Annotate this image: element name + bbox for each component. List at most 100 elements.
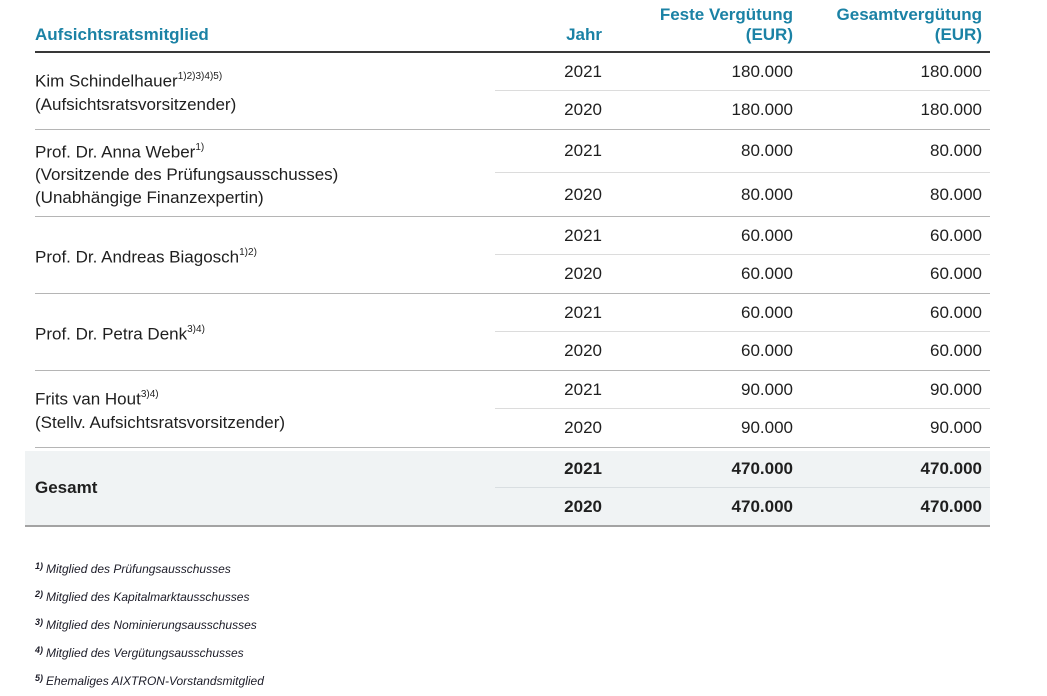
fixed-compensation-cell: 60.000	[741, 341, 793, 360]
compensation-table: Aufsichtsratsmitglied Jahr Feste Vergütu…	[25, 5, 990, 527]
table-row: 2021 60.000 60.000	[495, 217, 990, 255]
member-label: Kim Schindelhauer1)2)3)4)5) (Aufsichtsra…	[35, 53, 495, 129]
year-cell: 2021	[564, 225, 602, 245]
fixed-compensation-cell: 180.000	[731, 61, 793, 81]
member-year-rows: 2021 60.000 60.000 2020 60.000 60.000	[495, 294, 990, 370]
footnote-marker: 1)	[35, 561, 44, 571]
total-compensation-cell: 180.000	[920, 61, 982, 81]
member-footnote-marks: 1)2)3)4)5)	[177, 71, 223, 83]
member-name-text: Prof. Dr. Andreas Biagosch	[35, 247, 240, 267]
total-compensation-cell: 80.000	[930, 141, 982, 160]
year-cell: 2021	[564, 379, 602, 399]
member-year-rows: 2021 80.000 80.000 2020 80.000 80.000	[495, 130, 990, 216]
footnote-marker: 5)	[35, 673, 44, 683]
table-row: 2021 80.000 80.000	[495, 130, 990, 173]
total-compensation-cell: 180.000	[920, 100, 982, 119]
fixed-compensation-cell: 470.000	[731, 459, 793, 478]
total-compensation-cell: 90.000	[930, 418, 982, 437]
total-label: Gesamt	[35, 478, 98, 497]
member-footnote-marks: 3)4)	[140, 389, 159, 401]
fixed-compensation-cell: 60.000	[741, 264, 793, 283]
table-row: 2021 60.000 60.000	[495, 294, 990, 332]
member-name: Prof. Dr. Andreas Biagosch1)2)	[35, 242, 495, 269]
footnote-text: Mitglied des Kapitalmarktausschusses	[46, 590, 250, 604]
fixed-compensation-cell: 90.000	[741, 418, 793, 437]
footnote-text: Mitglied des Nominierungsausschusses	[46, 618, 257, 632]
footnote: 3) Mitglied des Nominierungsausschusses	[35, 612, 1047, 640]
member-role: (Stellv. Aufsichtsratsvorsitzender)	[35, 412, 286, 432]
column-header-year: Jahr	[566, 25, 602, 44]
member-footnote-marks: 1)2)	[239, 246, 257, 258]
member-group-biagosch: Prof. Dr. Andreas Biagosch1)2) 2021 60.0…	[35, 217, 990, 294]
column-header-total-compensation: Gesamtvergütung (EUR)	[793, 5, 990, 45]
fixed-compensation-cell: 470.000	[731, 496, 793, 516]
footnote: 5) Ehemaliges AIXTRON-Vorstandsmitglied	[35, 668, 1047, 696]
member-name: Kim Schindelhauer1)2)3)4)5)	[35, 66, 495, 93]
total-compensation-cell: 90.000	[930, 379, 982, 399]
year-cell: 2020	[564, 496, 602, 516]
year-cell: 2020	[564, 100, 602, 119]
member-role: (Aufsichtsratsvorsitzender)	[35, 94, 237, 114]
table-row: 2020 180.000 180.000	[495, 91, 990, 129]
footnotes: 1) Mitglied des Prüfungsausschusses 2) Mit…	[35, 556, 1047, 696]
member-year-rows: 2021 90.000 90.000 2020 90.000 90.000	[495, 371, 990, 447]
year-cell: 2021	[564, 141, 602, 160]
year-cell: 2021	[564, 61, 602, 81]
member-role: (Vorsitzende des Prüfungsausschusses)	[35, 165, 339, 185]
member-name: Frits van Hout3)4)	[35, 384, 495, 411]
member-name-text: Prof. Dr. Anna Weber	[35, 142, 196, 162]
column-header-total-line1: Gesamtvergütung	[836, 5, 982, 24]
total-year-rows: 2021 470.000 470.000 2020 470.000 470.00…	[495, 451, 990, 525]
footnote: 1) Mitglied des Prüfungsausschusses	[35, 556, 1047, 584]
column-header-total-line2: (EUR)	[934, 25, 982, 44]
year-cell: 2021	[564, 302, 602, 322]
column-header-member: Aufsichtsratsmitglied	[35, 25, 209, 44]
member-label: Prof. Dr. Anna Weber1) (Vorsitzende des …	[35, 130, 495, 216]
footnote: 2) Mitglied des Kapitalmarktausschusses	[35, 584, 1047, 612]
fixed-compensation-cell: 80.000	[741, 141, 793, 160]
footnote-marker: 2)	[35, 589, 44, 599]
total-row-group: Gesamt 2021 470.000 470.000 2020 470.000…	[25, 451, 990, 527]
year-cell: 2020	[564, 418, 602, 437]
table-header-row: Aufsichtsratsmitglied Jahr Feste Vergütu…	[35, 5, 990, 53]
total-compensation-cell: 470.000	[920, 459, 982, 478]
member-group-denk: Prof. Dr. Petra Denk3)4) 2021 60.000 60.…	[35, 294, 990, 371]
member-label: Prof. Dr. Andreas Biagosch1)2)	[35, 217, 495, 293]
column-header-fixed-line1: Feste Vergütung	[659, 5, 793, 24]
member-name: Prof. Dr. Petra Denk3)4)	[35, 319, 495, 346]
member-role: (Unabhängige Finanzexpertin)	[35, 188, 264, 208]
footnote-marker: 3)	[35, 617, 44, 627]
table-row: 2020 80.000 80.000	[495, 173, 990, 216]
member-name-text: Frits van Hout	[35, 389, 141, 409]
member-footnote-marks: 3)4)	[187, 323, 205, 335]
fixed-compensation-cell: 60.000	[741, 302, 793, 322]
year-cell: 2020	[564, 341, 602, 360]
member-group-van-hout: Frits van Hout3)4) (Stellv. Aufsichtsrat…	[35, 371, 990, 448]
year-cell: 2020	[564, 184, 602, 204]
footnote-marker: 4)	[35, 645, 44, 655]
member-group-weber: Prof. Dr. Anna Weber1) (Vorsitzende des …	[35, 130, 990, 217]
table-row: 2020 60.000 60.000	[495, 255, 990, 293]
fixed-compensation-cell: 180.000	[731, 100, 793, 119]
year-cell: 2021	[564, 459, 602, 478]
fixed-compensation-cell: 90.000	[741, 379, 793, 399]
member-label: Prof. Dr. Petra Denk3)4)	[35, 294, 495, 370]
total-compensation-cell: 60.000	[930, 264, 982, 283]
year-cell: 2020	[564, 264, 602, 283]
footnote-text: Mitglied des Prüfungsausschusses	[46, 562, 231, 576]
table-row: 2021 90.000 90.000	[495, 371, 990, 409]
footnote-text: Ehemaliges AIXTRON-Vorstandsmitglied	[46, 674, 264, 688]
member-footnote-marks: 1)	[195, 141, 205, 153]
member-name: Prof. Dr. Anna Weber1)	[35, 137, 495, 164]
member-label: Frits van Hout3)4) (Stellv. Aufsichtsrat…	[35, 371, 495, 447]
table-row: 2020 60.000 60.000	[495, 332, 990, 370]
footnote: 4) Mitglied des Vergütungsausschusses	[35, 640, 1047, 668]
fixed-compensation-cell: 60.000	[741, 225, 793, 245]
total-compensation-cell: 470.000	[920, 496, 982, 516]
column-header-fixed-line2: (EUR)	[745, 25, 793, 44]
total-compensation-cell: 80.000	[930, 184, 982, 204]
total-compensation-cell: 60.000	[930, 302, 982, 322]
member-group-schindelhauer: Kim Schindelhauer1)2)3)4)5) (Aufsichtsra…	[35, 53, 990, 130]
total-compensation-cell: 60.000	[930, 341, 982, 360]
